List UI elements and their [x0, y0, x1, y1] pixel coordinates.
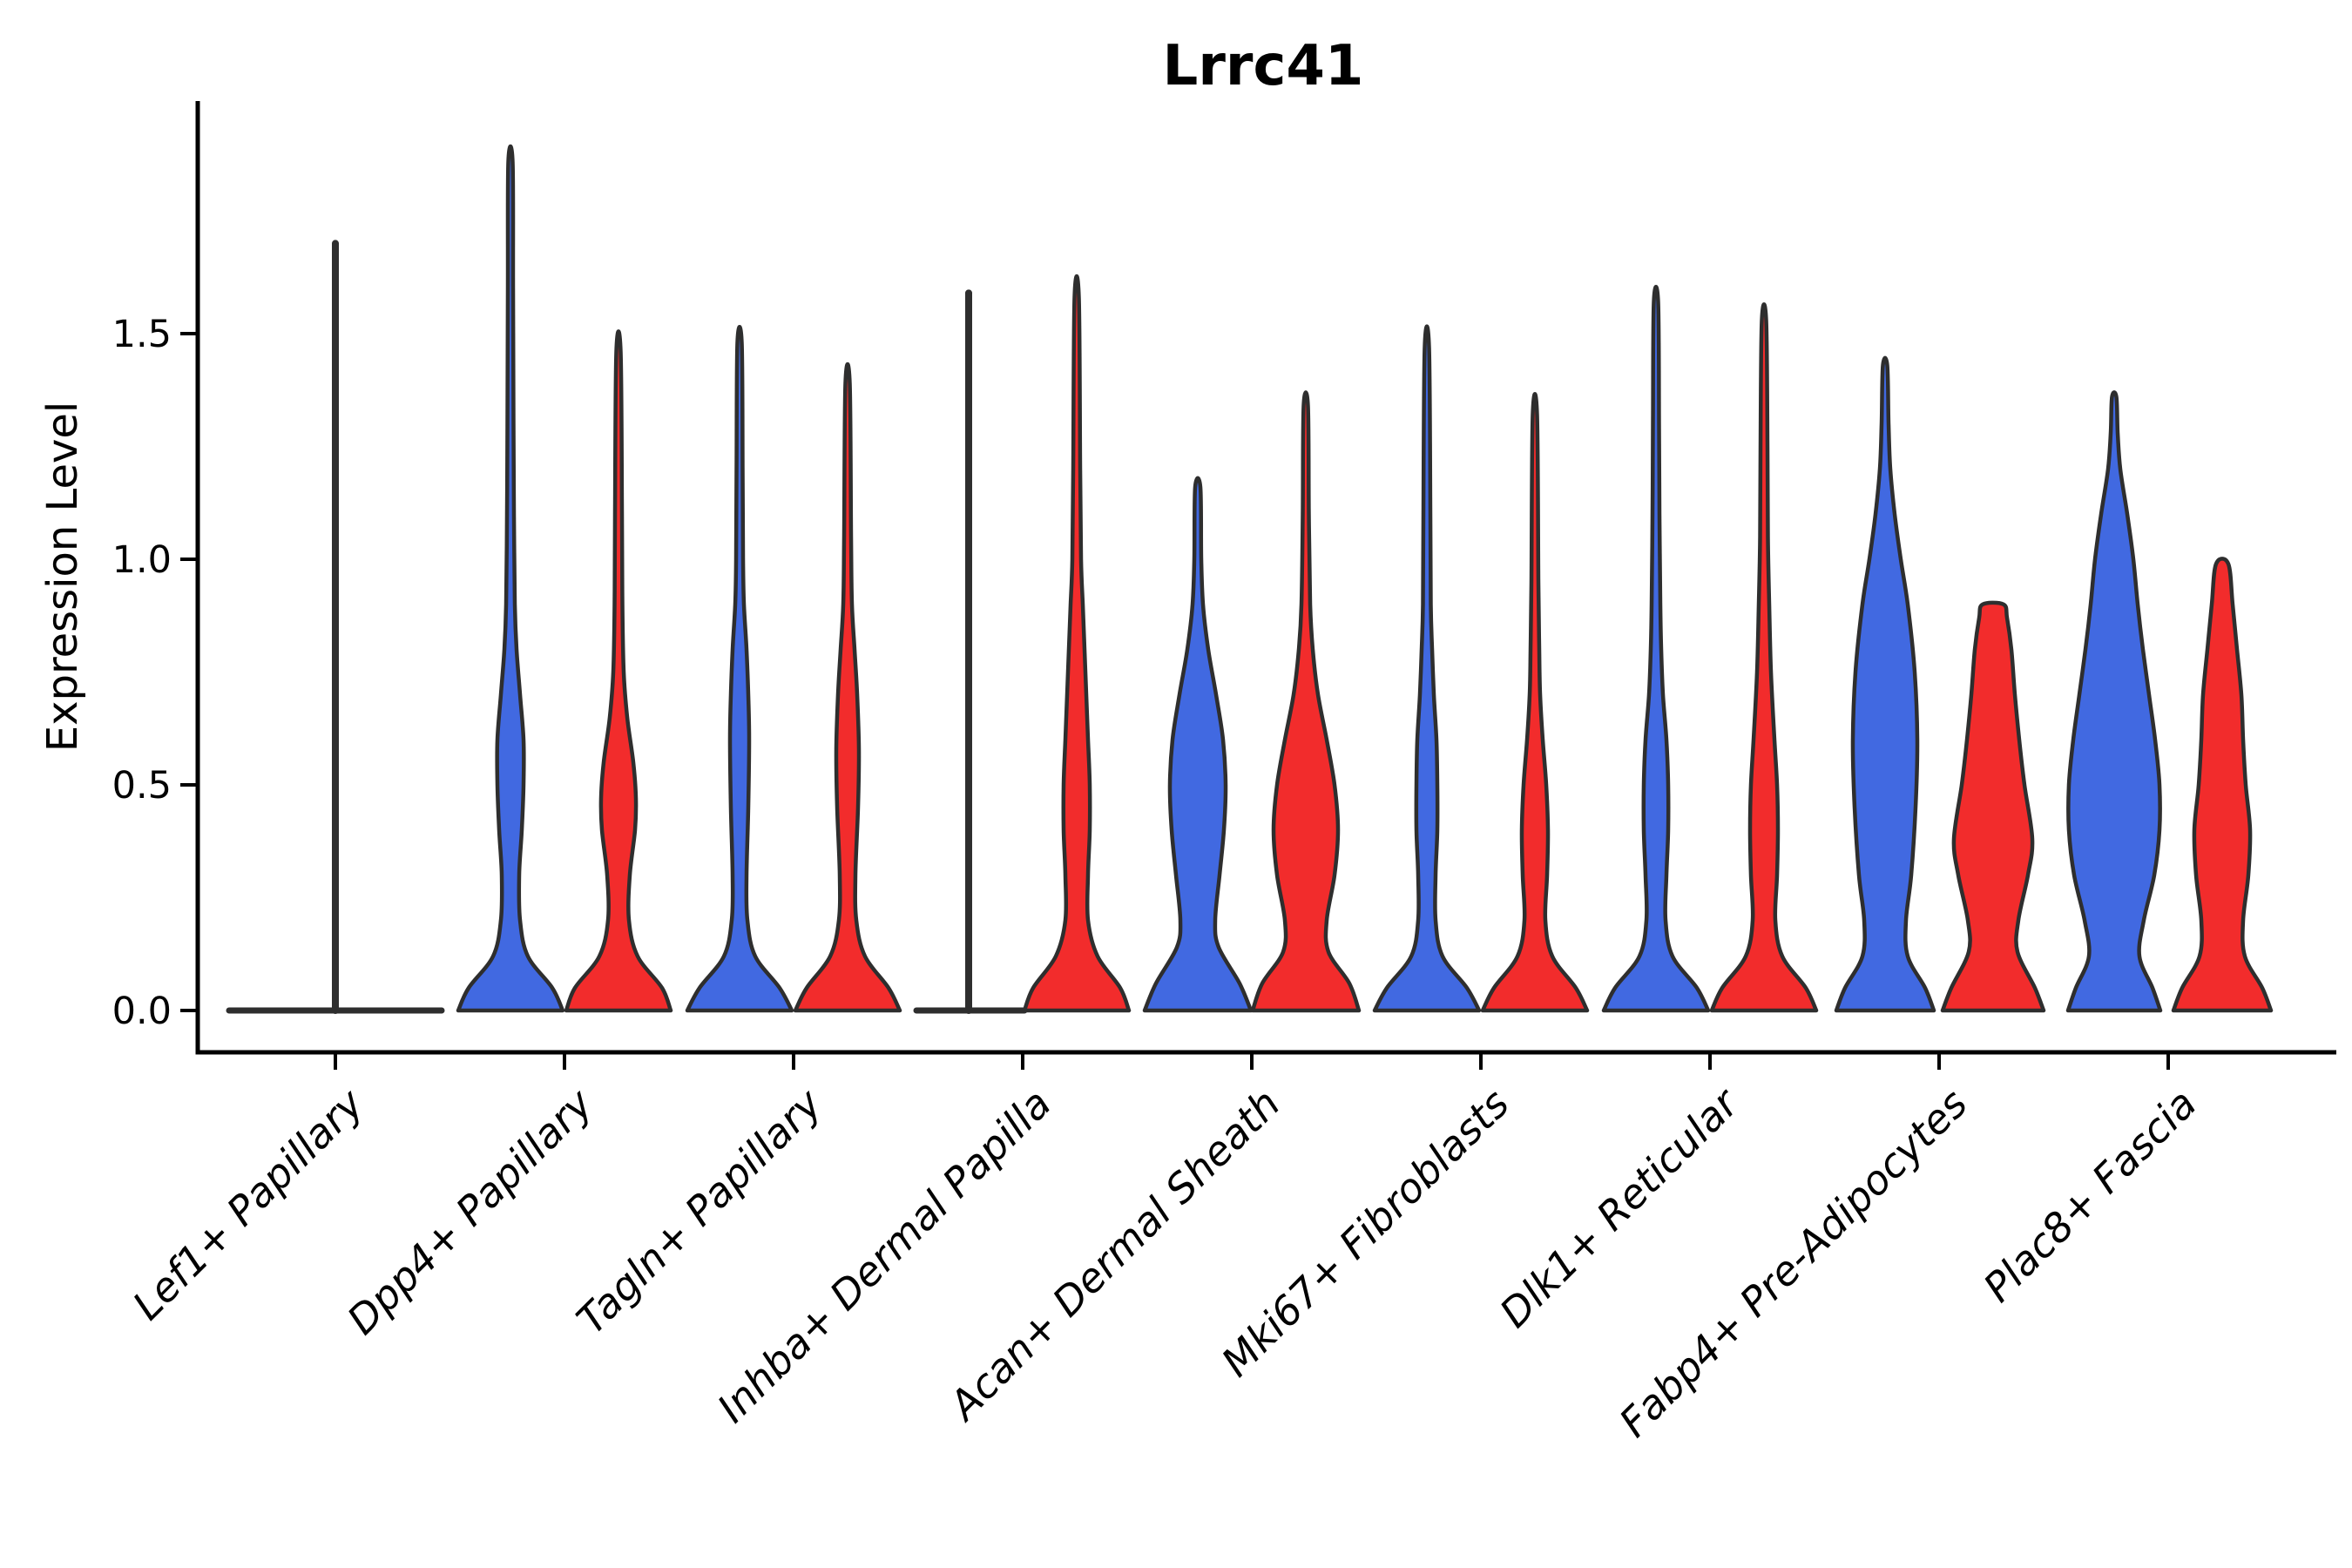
chart-title: Lrrc41 [1163, 34, 1364, 98]
violin-fabp4-pre-adipocytes-right [1940, 600, 2046, 1013]
x-tick-label-dlk1-reticular: Dlk1+ Reticular [1490, 1078, 1749, 1336]
x-tick-label-tagln-papillary: Tagln+ Papillary [567, 1079, 831, 1343]
violin-inhba-dermal-papilla-right [1022, 274, 1132, 1013]
y-tick-label-0.0: 0.0 [112, 990, 172, 1033]
violin-tagln-papillary-right [793, 362, 902, 1013]
y-tick-label-1.5: 1.5 [112, 313, 172, 356]
violin-plac8-fascia-left [2065, 390, 2163, 1013]
violin-acan-dermal-sheath-left [1142, 476, 1254, 1013]
violin-fabp4-pre-adipocytes-left [1834, 355, 1936, 1013]
y-axis-label: Expression Level [38, 402, 87, 753]
x-tick-label-lef1-papillary: Lef1+ Papillary [124, 1079, 373, 1328]
axes [180, 101, 2336, 1070]
violin-dpp4-papillary-left [456, 144, 565, 1013]
violin-mki67-fibroblasts-right [1480, 392, 1590, 1013]
y-tick-labels: 0.0 0.5 1.0 1.5 [112, 313, 172, 1033]
violin-dlk1-reticular-left [1601, 284, 1711, 1013]
x-tick-label-plac8-fascia: Plac8+ Fascia [1974, 1080, 2205, 1311]
y-tick-label-0.5: 0.5 [112, 764, 172, 808]
y-tick-label-1.0: 1.0 [112, 538, 172, 582]
violin-plac8-fascia-right [2171, 557, 2274, 1013]
axis-spines [195, 101, 2336, 1055]
violin-dpp4-papillary-right [564, 329, 673, 1013]
violin-acan-dermal-sheath-right [1250, 390, 1362, 1013]
violin-dlk1-reticular-right [1709, 302, 1819, 1013]
violins-layer [226, 144, 2274, 1014]
violin-tagln-papillary-left [685, 325, 794, 1013]
violin-mki67-fibroblasts-left [1372, 324, 1482, 1013]
x-tick-label-dpp4-papillary: Dpp4+ Papillary [338, 1079, 602, 1343]
